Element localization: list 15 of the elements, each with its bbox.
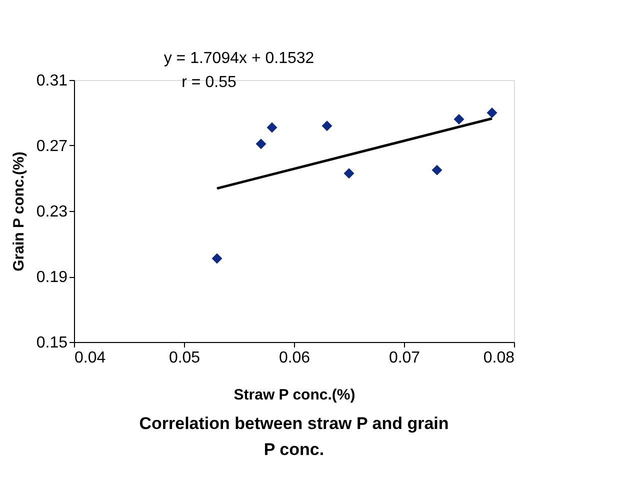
y-axis-title: Grain P conc.(%) bbox=[10, 152, 28, 272]
x-tick-label: 0.04 bbox=[74, 350, 106, 366]
y-tick-label: 0.27 bbox=[36, 138, 68, 155]
y-tick-label: 0.15 bbox=[36, 334, 68, 352]
x-tick-label: 0.06 bbox=[278, 350, 310, 366]
x-axis-title: Straw P conc.(%) bbox=[234, 386, 356, 404]
y-tick-label: 0.23 bbox=[36, 204, 68, 220]
x-tick-label: 0.08 bbox=[483, 350, 515, 366]
annotation: r = 0.55 bbox=[182, 74, 236, 91]
y-tick-label: 0.19 bbox=[36, 269, 68, 286]
x-tick-label: 0.05 bbox=[168, 350, 200, 366]
x-tick-label: 0.07 bbox=[388, 350, 420, 366]
y-tick-label: 0.31 bbox=[36, 72, 68, 90]
text: Correlation between straw P and grain P conc. bbox=[139, 414, 449, 459]
text: y = 1.7094x + 0.1532 bbox=[164, 50, 314, 67]
